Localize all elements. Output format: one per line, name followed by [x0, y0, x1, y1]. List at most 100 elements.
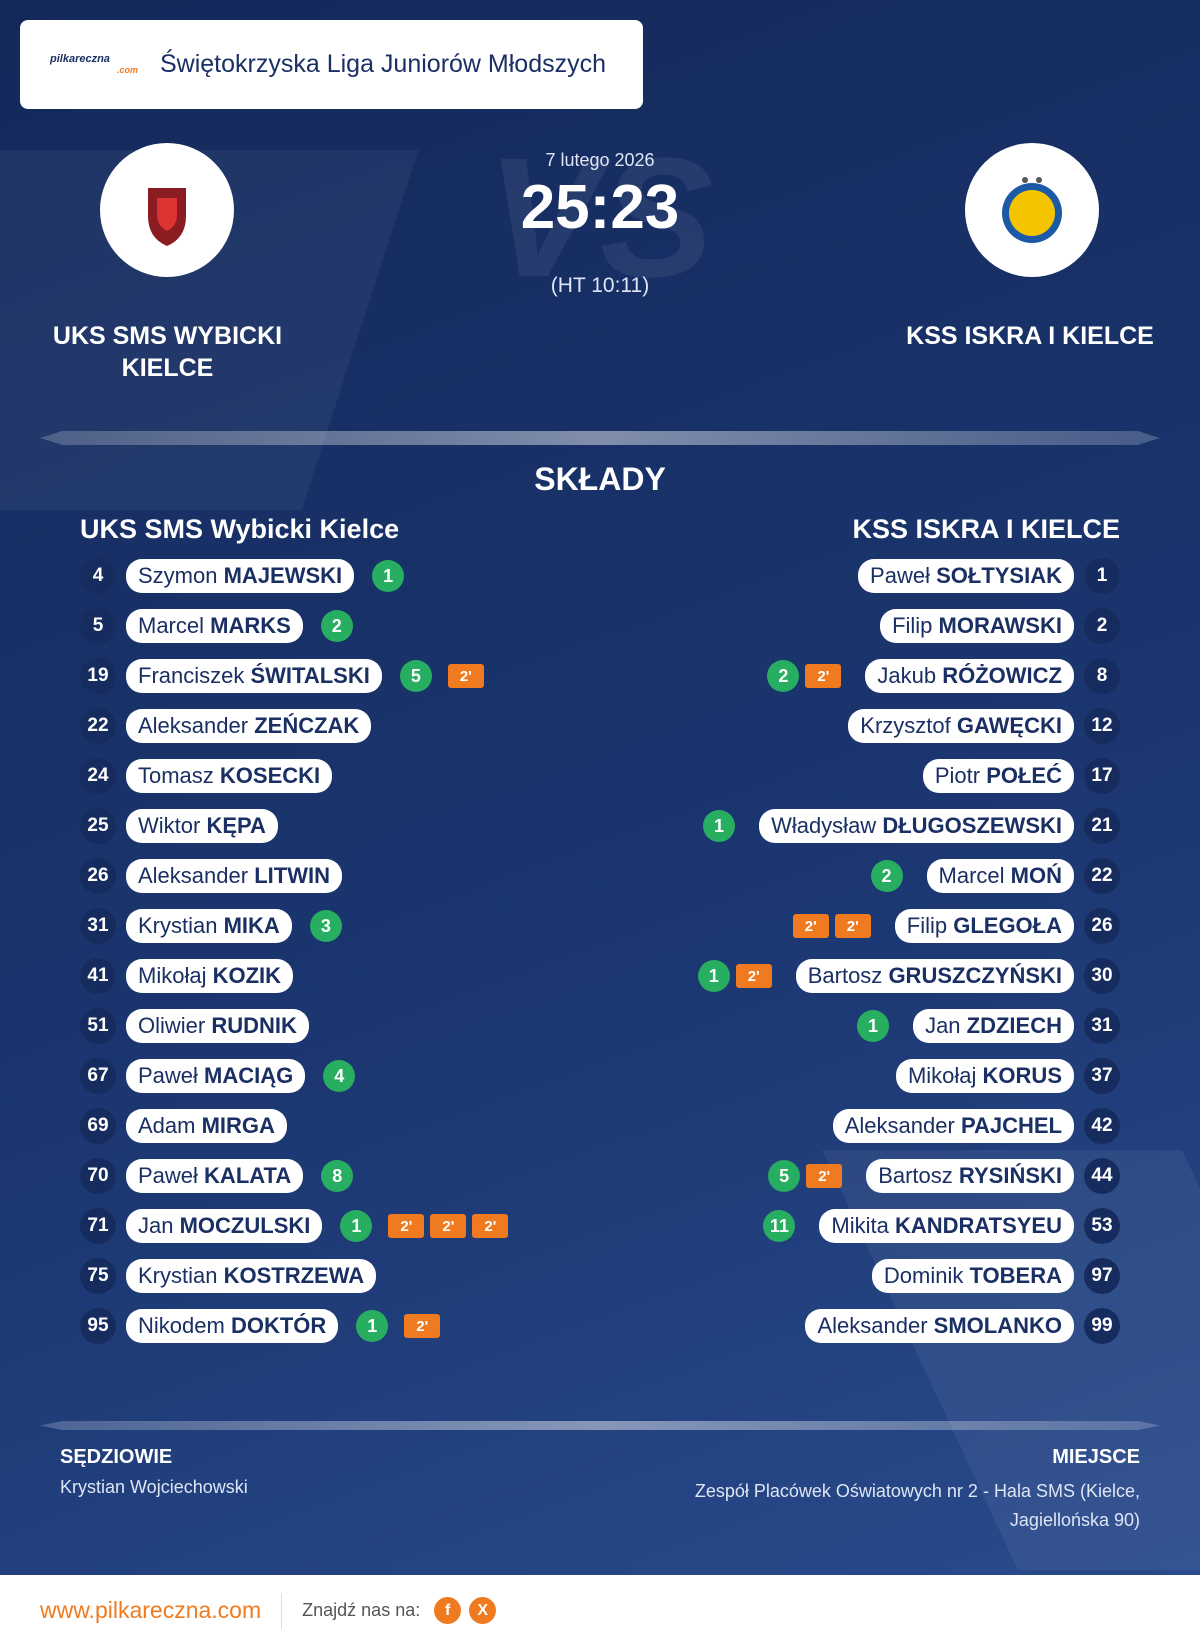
first-name: Jakub [877, 663, 937, 688]
last-name: MARKS [210, 613, 291, 638]
first-name: Filip [892, 613, 933, 638]
away-team: KSS ISKRA I KIELCE [906, 322, 1154, 350]
official-name: Krystian Wojciechowski [60, 1477, 248, 1497]
halftime: (HT 10:11) [550, 274, 650, 297]
player-row: 22 Marcel MOŃ 2 [870, 856, 1120, 896]
player-row: 17 Piotr POŁEĆ [922, 756, 1120, 796]
player-row: 25 Wiktor KĘPA [80, 806, 278, 846]
player-row: 69 Adam MIRGA [80, 1106, 287, 1146]
first-name: Oliwier [138, 1013, 206, 1038]
score: 25:23 [520, 173, 680, 242]
player-row: 5 Marcel MARKS 2 [80, 606, 353, 646]
player-name: Dominik TOBERA [871, 1259, 1074, 1293]
player-row: 53 Mikita KANDRATSYEU 11 [763, 1206, 1120, 1246]
player-number: 4 [80, 558, 116, 594]
badges: 1 [372, 560, 405, 592]
badges: 2 [320, 610, 353, 642]
first-name: Paweł [138, 1063, 198, 1088]
first-name: Aleksander [138, 713, 249, 738]
player-name: Franciszek ŚWITALSKI [126, 659, 382, 693]
site-url[interactable]: www.pilkareczna.com [40, 1597, 262, 1623]
penalty-badge: 2' [388, 1214, 425, 1238]
player-name: Wiktor KĘPA [126, 809, 278, 843]
player-name: Filip GLEGOŁA [894, 909, 1074, 943]
goals-badge: 5 [399, 660, 432, 692]
first-name: Aleksander [138, 863, 249, 888]
player-number: 70 [80, 1158, 116, 1194]
match-date: 7 lutego 2026 [545, 150, 655, 170]
first-name: Bartosz [807, 963, 883, 988]
last-name: PAJCHEL [960, 1113, 1062, 1138]
goals-badge: 1 [372, 560, 405, 592]
goals-badge: 1 [703, 810, 736, 842]
player-name: Oliwier RUDNIK [126, 1009, 309, 1043]
player-row: 22 Aleksander ZEŃCZAK [80, 706, 372, 746]
player-number: 21 [1084, 808, 1120, 844]
last-name: KOSECKI [219, 763, 321, 788]
player-row: 19 Franciszek ŚWITALSKI 5 2' [80, 656, 484, 696]
last-name: KOSTRZEWA [223, 1263, 365, 1288]
last-name: MORAWSKI [938, 613, 1062, 638]
goals-badge: 2 [870, 860, 903, 892]
player-row: 71 Jan MOCZULSKI 1 2' 2' 2' [80, 1206, 509, 1246]
penalty-badge: 2' [834, 914, 871, 938]
badges: 2' 2' [792, 914, 871, 938]
badges: 11 [763, 1210, 796, 1242]
goals-badge: 11 [763, 1210, 796, 1242]
first-name: Tomasz [138, 763, 214, 788]
penalty-badge: 2' [792, 914, 829, 938]
player-number: 69 [80, 1108, 116, 1144]
last-name: KOZIK [212, 963, 282, 988]
badges: 1 2' 2' 2' [340, 1210, 509, 1242]
last-name: ŚWITALSKI [250, 663, 370, 688]
first-name: Bartosz [878, 1163, 953, 1188]
find-us: Znajdź nas na: [302, 1600, 421, 1620]
player-number: 22 [80, 708, 116, 744]
player-name: Jakub RÓŻOWICZ [865, 659, 1074, 693]
last-name: KANDRATSYEU [894, 1213, 1062, 1238]
player-name: Nikodem DOKTÓR [126, 1309, 339, 1343]
social-facebook[interactable]: f [434, 1597, 462, 1624]
section-title: SKŁADY [534, 461, 666, 497]
player-row: 31 Krystian MIKA 3 [80, 906, 342, 946]
logo-text: pilkareczna [50, 52, 110, 65]
player-name: Aleksander ZEŃCZAK [126, 709, 372, 743]
first-name: Piotr [934, 763, 981, 788]
player-name: Jan ZDZIECH [913, 1009, 1074, 1043]
player-number: 30 [1084, 958, 1120, 994]
player-number: 8 [1084, 658, 1120, 694]
last-name: SOŁTYSIAK [936, 563, 1062, 588]
player-number: 41 [80, 958, 116, 994]
player-row: 95 Nikodem DOKTÓR 1 2' [80, 1306, 441, 1346]
home-lineup-title: UKS SMS Wybicki Kielce [80, 514, 400, 544]
player-number: 17 [1084, 758, 1120, 794]
goals-badge: 1 [340, 1210, 373, 1242]
badges: 1 2' [356, 1310, 441, 1342]
player-name: Szymon MAJEWSKI [126, 559, 355, 593]
player-number: 24 [80, 758, 116, 794]
last-name: DOKTÓR [230, 1313, 327, 1338]
first-name: Władysław [771, 813, 877, 838]
first-name: Marcel [138, 613, 205, 638]
home-crest [100, 143, 234, 277]
away-lineup-title: KSS ISKRA I KIELCE [852, 514, 1120, 544]
player-row: 26 Filip GLEGOŁA 2' 2' [792, 906, 1120, 946]
goals-badge: 3 [309, 910, 342, 942]
penalty-badge: 2' [805, 664, 842, 688]
social-x[interactable]: X [469, 1597, 497, 1624]
player-row: 4 Szymon MAJEWSKI 1 [80, 556, 405, 596]
player-number: 75 [80, 1258, 116, 1294]
crest-icon [1002, 177, 1062, 243]
penalty-badge: 2' [806, 1164, 843, 1188]
last-name: RÓŻOWICZ [942, 663, 1062, 688]
last-name: MOCZULSKI [179, 1213, 311, 1238]
last-name: MOŃ [1010, 863, 1062, 888]
player-name: Mikołaj KORUS [895, 1059, 1074, 1093]
goals-badge: 1 [857, 1010, 890, 1042]
player-row: 2 Filip MORAWSKI [880, 606, 1120, 646]
player-number: 53 [1084, 1208, 1120, 1244]
first-name: Filip [906, 913, 948, 938]
first-name: Szymon [138, 563, 218, 588]
player-row: 21 Władysław DŁUGOSZEWSKI 1 [703, 806, 1120, 846]
player-number: 22 [1084, 858, 1120, 894]
